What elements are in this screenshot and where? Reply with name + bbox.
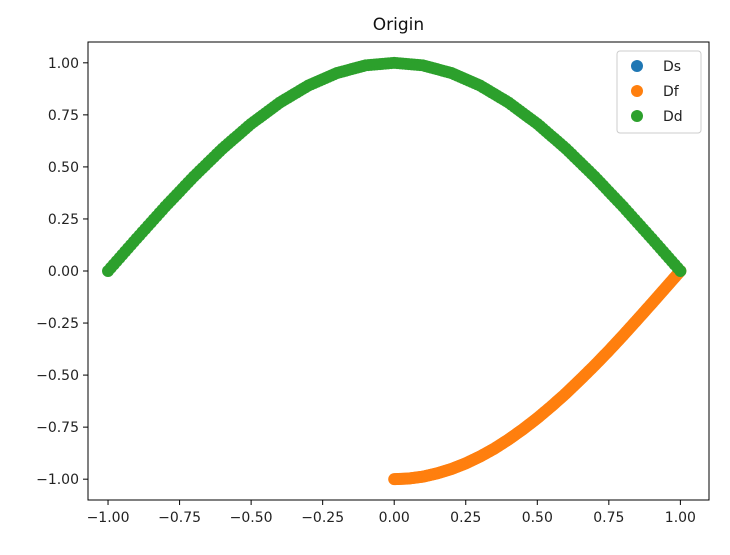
chart-title: Origin [373, 15, 424, 35]
legend-box [616, 50, 702, 134]
legend-marker-ds [631, 60, 643, 72]
plot-frame [87, 41, 710, 501]
series-layer [102, 56, 687, 486]
x-tick-label: −0.75 [158, 510, 201, 526]
y-axis: −1.00 −0.75 −0.50 −0.25 0.00 0.25 0.50 0.75 1.00 [36, 56, 88, 488]
y-tick-label: −0.50 [36, 368, 79, 384]
x-tick-label: 0.50 [522, 510, 553, 526]
y-tick-label: 0.00 [48, 264, 79, 280]
x-tick-label: 1.00 [665, 510, 696, 526]
x-tick-label: −0.25 [301, 510, 344, 526]
x-tick-label: 0.75 [593, 510, 624, 526]
series-dd [102, 56, 687, 277]
y-tick-label: −0.75 [36, 420, 79, 436]
x-tick-label: 0.25 [450, 510, 481, 526]
legend-label-df: Df [663, 84, 680, 100]
legend-marker-dd [631, 110, 643, 122]
y-tick-label: 0.75 [48, 108, 79, 124]
legend-label-ds: Ds [663, 59, 681, 75]
legend: Ds Df Dd [616, 50, 702, 134]
legend-label-dd: Dd [663, 109, 683, 125]
y-tick-label: −0.25 [36, 316, 79, 332]
series-df [388, 265, 687, 486]
y-tick-label: −1.00 [36, 472, 79, 488]
data-point [674, 265, 687, 277]
y-tick-label: 0.25 [48, 212, 79, 228]
x-tick-label: −0.50 [230, 510, 273, 526]
x-axis: −1.00 −0.75 −0.50 −0.25 0.00 0.25 0.50 0.75 1.00 [87, 500, 696, 526]
x-tick-label: −1.00 [87, 510, 130, 526]
x-tick-label: 0.00 [379, 510, 410, 526]
legend-marker-df [631, 85, 643, 97]
y-tick-label: 0.50 [48, 160, 79, 176]
y-tick-label: 1.00 [48, 56, 79, 72]
